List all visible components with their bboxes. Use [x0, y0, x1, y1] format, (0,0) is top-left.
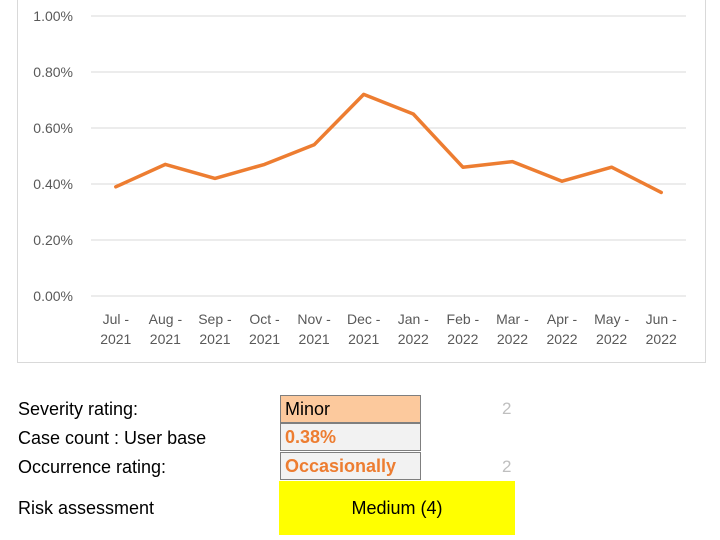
chart-frame: 0.00% 0.20% 0.40% 0.60% 0.80% 1.00% Jul - 2021 A… — [17, 0, 706, 363]
data-point — [461, 165, 465, 169]
x-tick-label: 2022 — [646, 331, 677, 347]
x-tick-label: 2022 — [497, 331, 528, 347]
data-point — [114, 185, 118, 189]
risk-assessment-label: Risk assessment — [18, 498, 155, 518]
line-chart: 0.00% 0.20% 0.40% 0.60% 0.80% 1.00% Jul - 2021 A… — [33, 8, 686, 347]
x-tick-label: 2022 — [546, 331, 577, 347]
case-count-value: 0.38% — [280, 423, 421, 451]
data-point — [213, 176, 217, 180]
risk-assessment-text: Medium (4) — [351, 497, 443, 518]
data-point — [610, 165, 614, 169]
series-line — [114, 92, 663, 195]
x-tick-label: Feb - — [447, 311, 480, 327]
y-tick-label: 0.00% — [33, 288, 73, 304]
x-tick-label: 2021 — [299, 331, 330, 347]
x-tick-label: 2021 — [348, 331, 379, 347]
data-point — [163, 162, 167, 166]
severity-value: Minor — [280, 395, 421, 423]
x-tick-label: 2021 — [199, 331, 230, 347]
occurrence-value: Occasionally — [280, 452, 421, 480]
occurrence-score: 2 — [502, 457, 512, 476]
y-tick-label: 1.00% — [33, 8, 73, 24]
y-tick-label: 0.40% — [33, 176, 73, 192]
x-tick-label: 2021 — [150, 331, 181, 347]
x-tick-label: Oct - — [249, 311, 280, 327]
case-count-label: Case count : User base — [18, 428, 207, 448]
x-tick-label: 2022 — [596, 331, 627, 347]
severity-score: 2 — [502, 399, 512, 418]
data-point — [510, 160, 514, 164]
x-tick-label: 2022 — [398, 331, 429, 347]
x-tick-label: Aug - — [149, 311, 183, 327]
x-tick-label: Apr - — [547, 311, 578, 327]
data-point — [312, 143, 316, 147]
data-point — [659, 190, 663, 194]
x-tick-label: Dec - — [347, 311, 381, 327]
x-tick-label: Sep - — [198, 311, 232, 327]
x-tick-label: May - — [594, 311, 629, 327]
severity-label: Severity rating: — [18, 399, 139, 419]
x-tick-label: Nov - — [297, 311, 331, 327]
occurrence-label: Occurrence rating: — [18, 457, 167, 477]
risk-assessment-value: Medium (4) — [279, 481, 515, 535]
x-tick-label: Mar - — [496, 311, 529, 327]
y-tick-label: 0.20% — [33, 232, 73, 248]
x-tick-label: 2021 — [249, 331, 280, 347]
x-tick-label: Jul - — [103, 311, 130, 327]
y-tick-label: 0.80% — [33, 64, 73, 80]
data-point — [411, 112, 415, 116]
data-point — [263, 162, 267, 166]
data-point — [362, 92, 366, 96]
x-tick-label: 2021 — [100, 331, 131, 347]
x-tick-label: 2022 — [447, 331, 478, 347]
x-tick-label: Jun - — [646, 311, 677, 327]
data-point — [560, 179, 564, 183]
y-tick-label: 0.60% — [33, 120, 73, 136]
x-tick-label: Jan - — [398, 311, 429, 327]
